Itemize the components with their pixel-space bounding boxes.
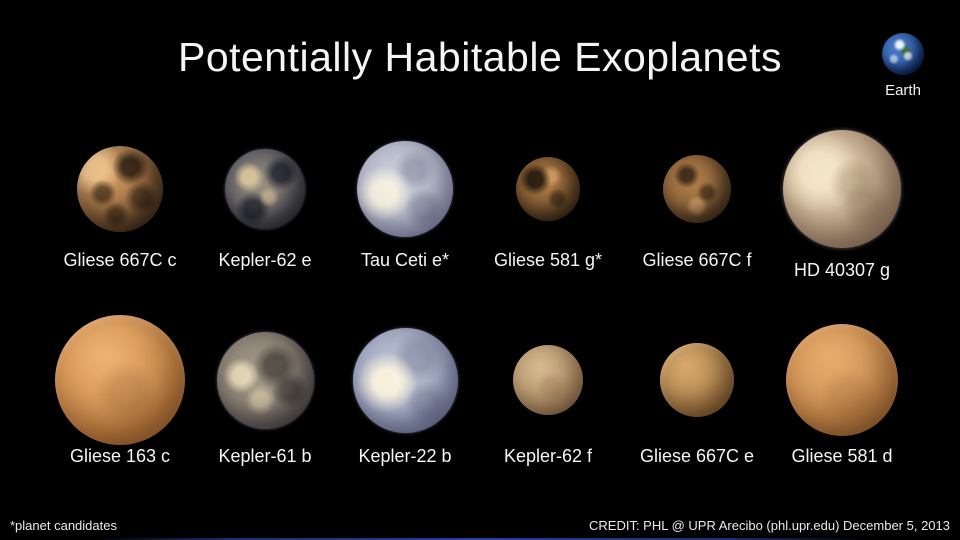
planet-kepler-22-b [352, 327, 458, 433]
planet-label: Kepler-62 e [218, 250, 312, 270]
planet-tau-ceti-e [357, 141, 453, 237]
planet-cell-kepler-22-b: Kepler-22 b [325, 316, 485, 467]
planet-zone [617, 316, 777, 444]
planet-kepler-62-e [225, 149, 305, 229]
planet-cell-gliese-163-c: Gliese 163 c [40, 315, 200, 467]
planet-cell-gliese-667c-e: Gliese 667C e [617, 316, 777, 467]
planet-label: Gliese 163 c [69, 446, 171, 466]
planet-cell-gliese-667c-f: Gliese 667C f [617, 130, 777, 271]
earth-image [882, 33, 924, 75]
planet-zone [762, 316, 922, 444]
planet-zone [40, 130, 200, 248]
planet-cell-kepler-62-f: Kepler-62 f [468, 316, 628, 467]
planet-label: Gliese 667C c [63, 250, 177, 270]
planet-label: Gliese 667C e [639, 446, 755, 466]
planet-label: Gliese 667C f [642, 250, 752, 270]
planet-cell-gliese-581-d: Gliese 581 d [762, 316, 922, 467]
planet-cell-tau-ceti-e: Tau Ceti e* [325, 130, 485, 271]
earth-label: Earth [885, 82, 921, 99]
page-title: Potentially Habitable Exoplanets [177, 34, 783, 80]
planet-zone [325, 316, 485, 444]
planet-kepler-62-f [513, 345, 583, 415]
planet-gliese-667c-c [77, 146, 163, 232]
credit-line: CREDIT: PHL @ UPR Arecibo (phl.upr.edu) … [589, 518, 950, 533]
planet-zone [185, 130, 345, 248]
planet-zone [325, 130, 485, 248]
planet-gliese-581-g [516, 157, 580, 221]
planet-cell-hd-40307-g: HD 40307 g [762, 130, 922, 281]
planet-zone [468, 130, 628, 248]
planet-zone [762, 130, 922, 248]
planet-label: HD 40307 g [793, 260, 891, 280]
earth-reference: Earth [858, 33, 948, 99]
planet-gliese-667c-e [660, 343, 734, 417]
planet-gliese-163-c [55, 315, 185, 445]
planet-zone [185, 316, 345, 444]
planet-gliese-581-d [786, 324, 898, 436]
planet-hd-40307-g [783, 130, 901, 248]
planet-label: Tau Ceti e* [360, 250, 450, 270]
planet-cell-kepler-61-b: Kepler-61 b [185, 316, 345, 467]
planet-label: Kepler-22 b [358, 446, 452, 466]
planet-zone [40, 315, 200, 445]
planet-zone [617, 130, 777, 248]
planet-candidates-footnote: *planet candidates [10, 518, 117, 533]
planet-cell-kepler-62-e: Kepler-62 e [185, 130, 345, 271]
planet-label: Kepler-61 b [218, 446, 312, 466]
planet-label: Gliese 581 g* [493, 250, 603, 270]
planet-cell-gliese-581-g: Gliese 581 g* [468, 130, 628, 271]
planet-cell-gliese-667c-c: Gliese 667C c [40, 130, 200, 271]
bottom-accent-line [95, 538, 865, 540]
planet-label: Gliese 581 d [791, 446, 893, 466]
planet-gliese-667c-f [663, 155, 731, 223]
planet-zone [468, 316, 628, 444]
planet-label: Kepler-62 f [503, 446, 593, 466]
planet-kepler-61-b [216, 331, 314, 429]
